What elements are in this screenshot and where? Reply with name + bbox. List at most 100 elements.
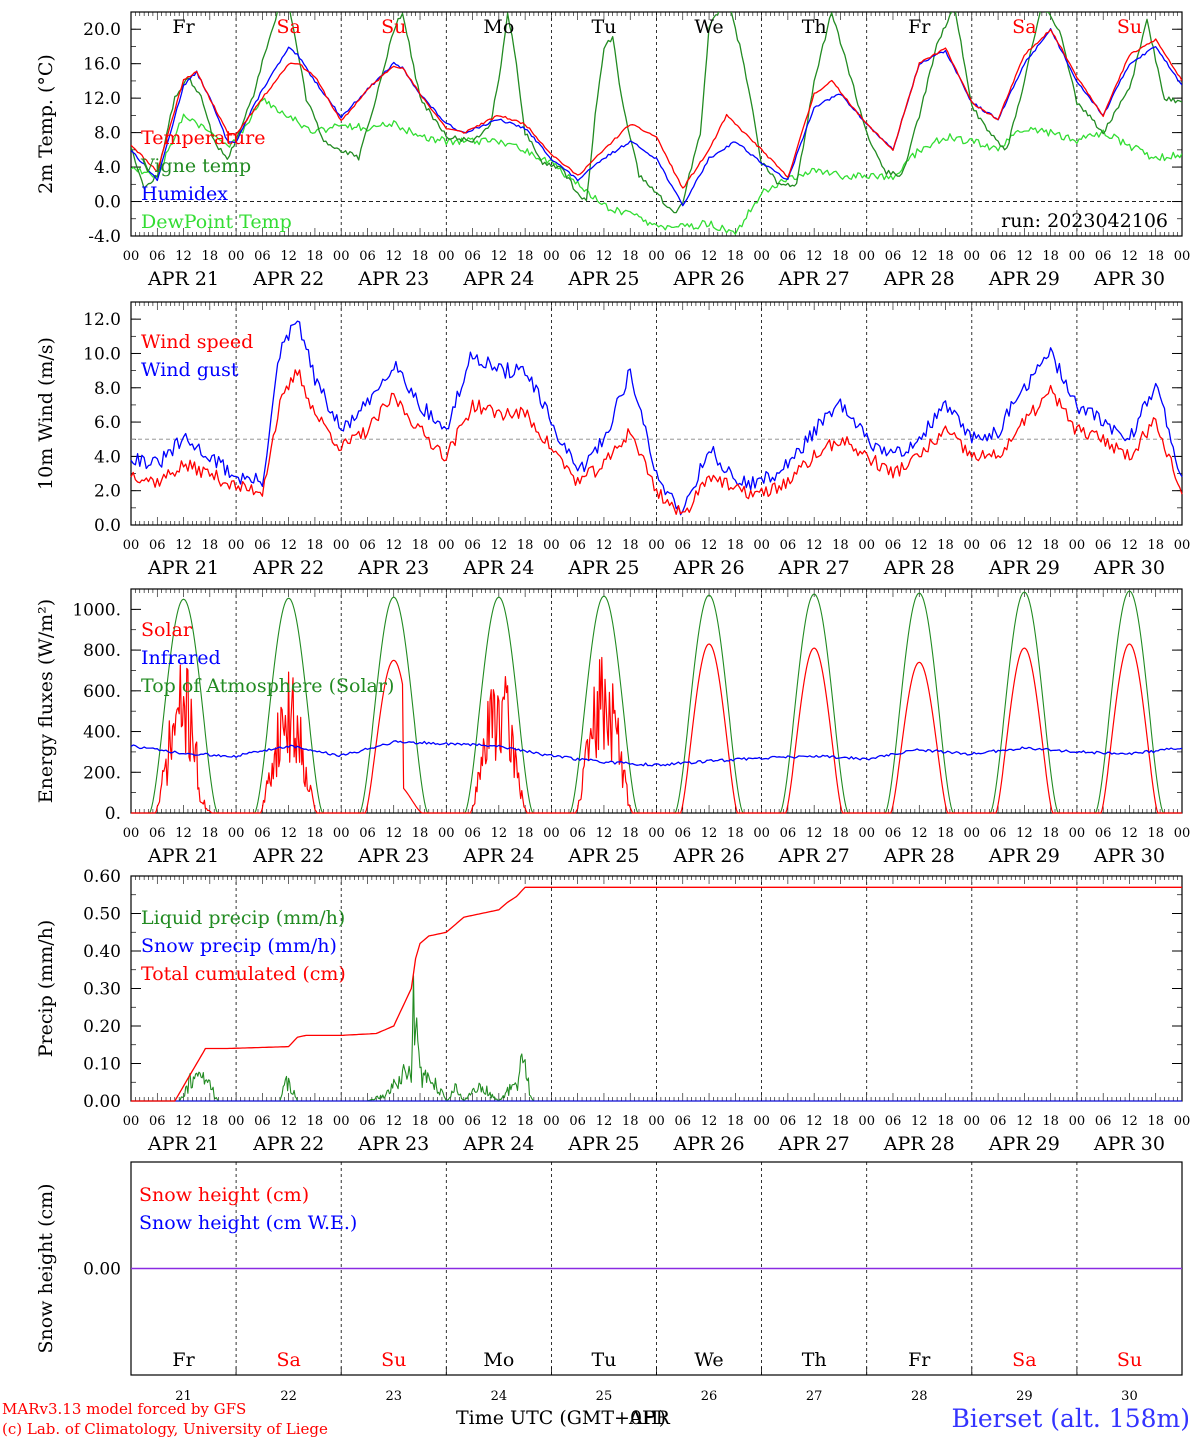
day-number: 21 <box>175 1389 192 1404</box>
hour-label: 06 <box>359 249 376 264</box>
hour-label: 06 <box>359 826 376 841</box>
y-tick-label: 20.0 <box>83 20 121 40</box>
hour-label: 00 <box>438 1114 455 1129</box>
hour-label: 12 <box>911 826 928 841</box>
date-label: APR 25 <box>567 557 639 579</box>
series-temperature <box>131 28 1182 189</box>
hour-label: 06 <box>359 538 376 553</box>
y-tick-label: 0.00 <box>83 1260 121 1280</box>
date-label: APR 21 <box>147 557 219 579</box>
day-name: We <box>694 1349 723 1371</box>
panel-precip: 0.00 0.10 0.20 0.30 0.40 0.50 0.60 Precip (mm/h… <box>35 867 1190 1155</box>
hour-label: 00 <box>123 249 140 264</box>
legend-entry: Snow height (cm W.E.) <box>139 1212 357 1234</box>
hour-label: 00 <box>438 538 455 553</box>
hour-label: 00 <box>438 249 455 264</box>
y-tick-label: 8.0 <box>94 379 121 399</box>
hour-label: 06 <box>464 1114 481 1129</box>
hour-label: 18 <box>727 538 744 553</box>
legend-entry: Total cumulated (cm) <box>141 963 346 985</box>
hour-label: 12 <box>175 1114 192 1129</box>
hour-label: 00 <box>1174 249 1191 264</box>
hour-label: 18 <box>517 826 534 841</box>
hour-label: 06 <box>675 538 692 553</box>
hour-label: 18 <box>622 249 639 264</box>
hour-label: 18 <box>727 826 744 841</box>
series-vigne-temp <box>131 12 1182 214</box>
hour-label: 12 <box>596 826 613 841</box>
day-name: Tu <box>591 1349 616 1371</box>
legend-entry: Humidex <box>141 183 228 205</box>
x-axis-label: Time UTC (GMT+0H) <box>456 1407 666 1429</box>
hour-label: 06 <box>990 249 1007 264</box>
hour-label: 00 <box>648 538 665 553</box>
hour-label: 00 <box>543 826 560 841</box>
hour-label: 00 <box>964 249 981 264</box>
hour-label: 12 <box>385 249 402 264</box>
hour-label: 00 <box>1069 826 1086 841</box>
date-label: APR 23 <box>357 557 429 579</box>
legend-entry: DewPoint Temp <box>141 211 292 233</box>
y-tick-label: 12.0 <box>83 89 121 109</box>
hour-label: 18 <box>412 1114 429 1129</box>
hour-label: 00 <box>858 249 875 264</box>
hour-label: 18 <box>622 1114 639 1129</box>
y-tick-label: 1000. <box>72 600 121 620</box>
station-name: Bierset (alt. 158m) <box>951 1404 1190 1433</box>
hour-label: 06 <box>885 826 902 841</box>
y-tick-label: 0.10 <box>83 1055 121 1075</box>
hour-label: 12 <box>491 1114 508 1129</box>
series-wind-speed <box>130 369 1183 515</box>
day-number: 26 <box>701 1389 718 1404</box>
date-label: APR 28 <box>883 268 955 290</box>
y-tick-label: 0.00 <box>83 1092 121 1112</box>
hour-label: 12 <box>280 826 297 841</box>
hour-label: 06 <box>149 538 166 553</box>
hour-label: 12 <box>385 1114 402 1129</box>
date-label: APR 22 <box>252 557 324 579</box>
hour-label: 12 <box>911 538 928 553</box>
hour-label: 12 <box>911 1114 928 1129</box>
hour-label: 06 <box>990 538 1007 553</box>
date-label: APR 26 <box>673 557 745 579</box>
hour-label: 12 <box>491 826 508 841</box>
hour-label: 18 <box>1147 1114 1164 1129</box>
panel-radiation: 0. 200. 400. 600. 800. 1000. Energy fluxes (W/… <box>35 588 1190 867</box>
legend-entry: Infrared <box>141 647 221 669</box>
hour-label: 00 <box>648 1114 665 1129</box>
hour-label: 12 <box>491 538 508 553</box>
hour-label: 00 <box>753 538 770 553</box>
hour-label: 12 <box>175 249 192 264</box>
y-tick-label: 400. <box>83 723 121 743</box>
hour-label: 12 <box>1016 538 1033 553</box>
date-label: APR 30 <box>1093 557 1165 579</box>
hour-label: 12 <box>596 538 613 553</box>
series-total-cumulated <box>131 886 1182 1102</box>
date-label: APR 28 <box>883 557 955 579</box>
date-label: APR 24 <box>462 268 534 290</box>
hour-label: 12 <box>911 249 928 264</box>
hour-label: 18 <box>307 1114 324 1129</box>
date-label: APR 23 <box>357 268 429 290</box>
day-name: Su <box>1117 16 1142 38</box>
y-tick-label: 6.0 <box>94 413 121 433</box>
hour-label: 06 <box>464 826 481 841</box>
hour-label: 00 <box>753 826 770 841</box>
hour-label: 06 <box>569 538 586 553</box>
hour-label: 18 <box>1042 249 1059 264</box>
day-name: Fr <box>908 16 931 38</box>
hour-label: 12 <box>1016 249 1033 264</box>
y-axis-label: 2m Temp. (°C) <box>35 54 57 194</box>
hour-label: 12 <box>1121 826 1138 841</box>
hour-label: 06 <box>675 1114 692 1129</box>
day-number: 23 <box>385 1389 402 1404</box>
date-label: APR 30 <box>1093 845 1165 867</box>
hour-label: 00 <box>964 538 981 553</box>
day-name: We <box>694 16 723 38</box>
day-number: 22 <box>280 1389 297 1404</box>
hour-label: 18 <box>517 249 534 264</box>
series-group <box>131 12 1182 235</box>
hour-label: 06 <box>1095 826 1112 841</box>
hour-label: 00 <box>858 538 875 553</box>
legend-entry: Top of Atmosphere (Solar) <box>141 675 394 697</box>
